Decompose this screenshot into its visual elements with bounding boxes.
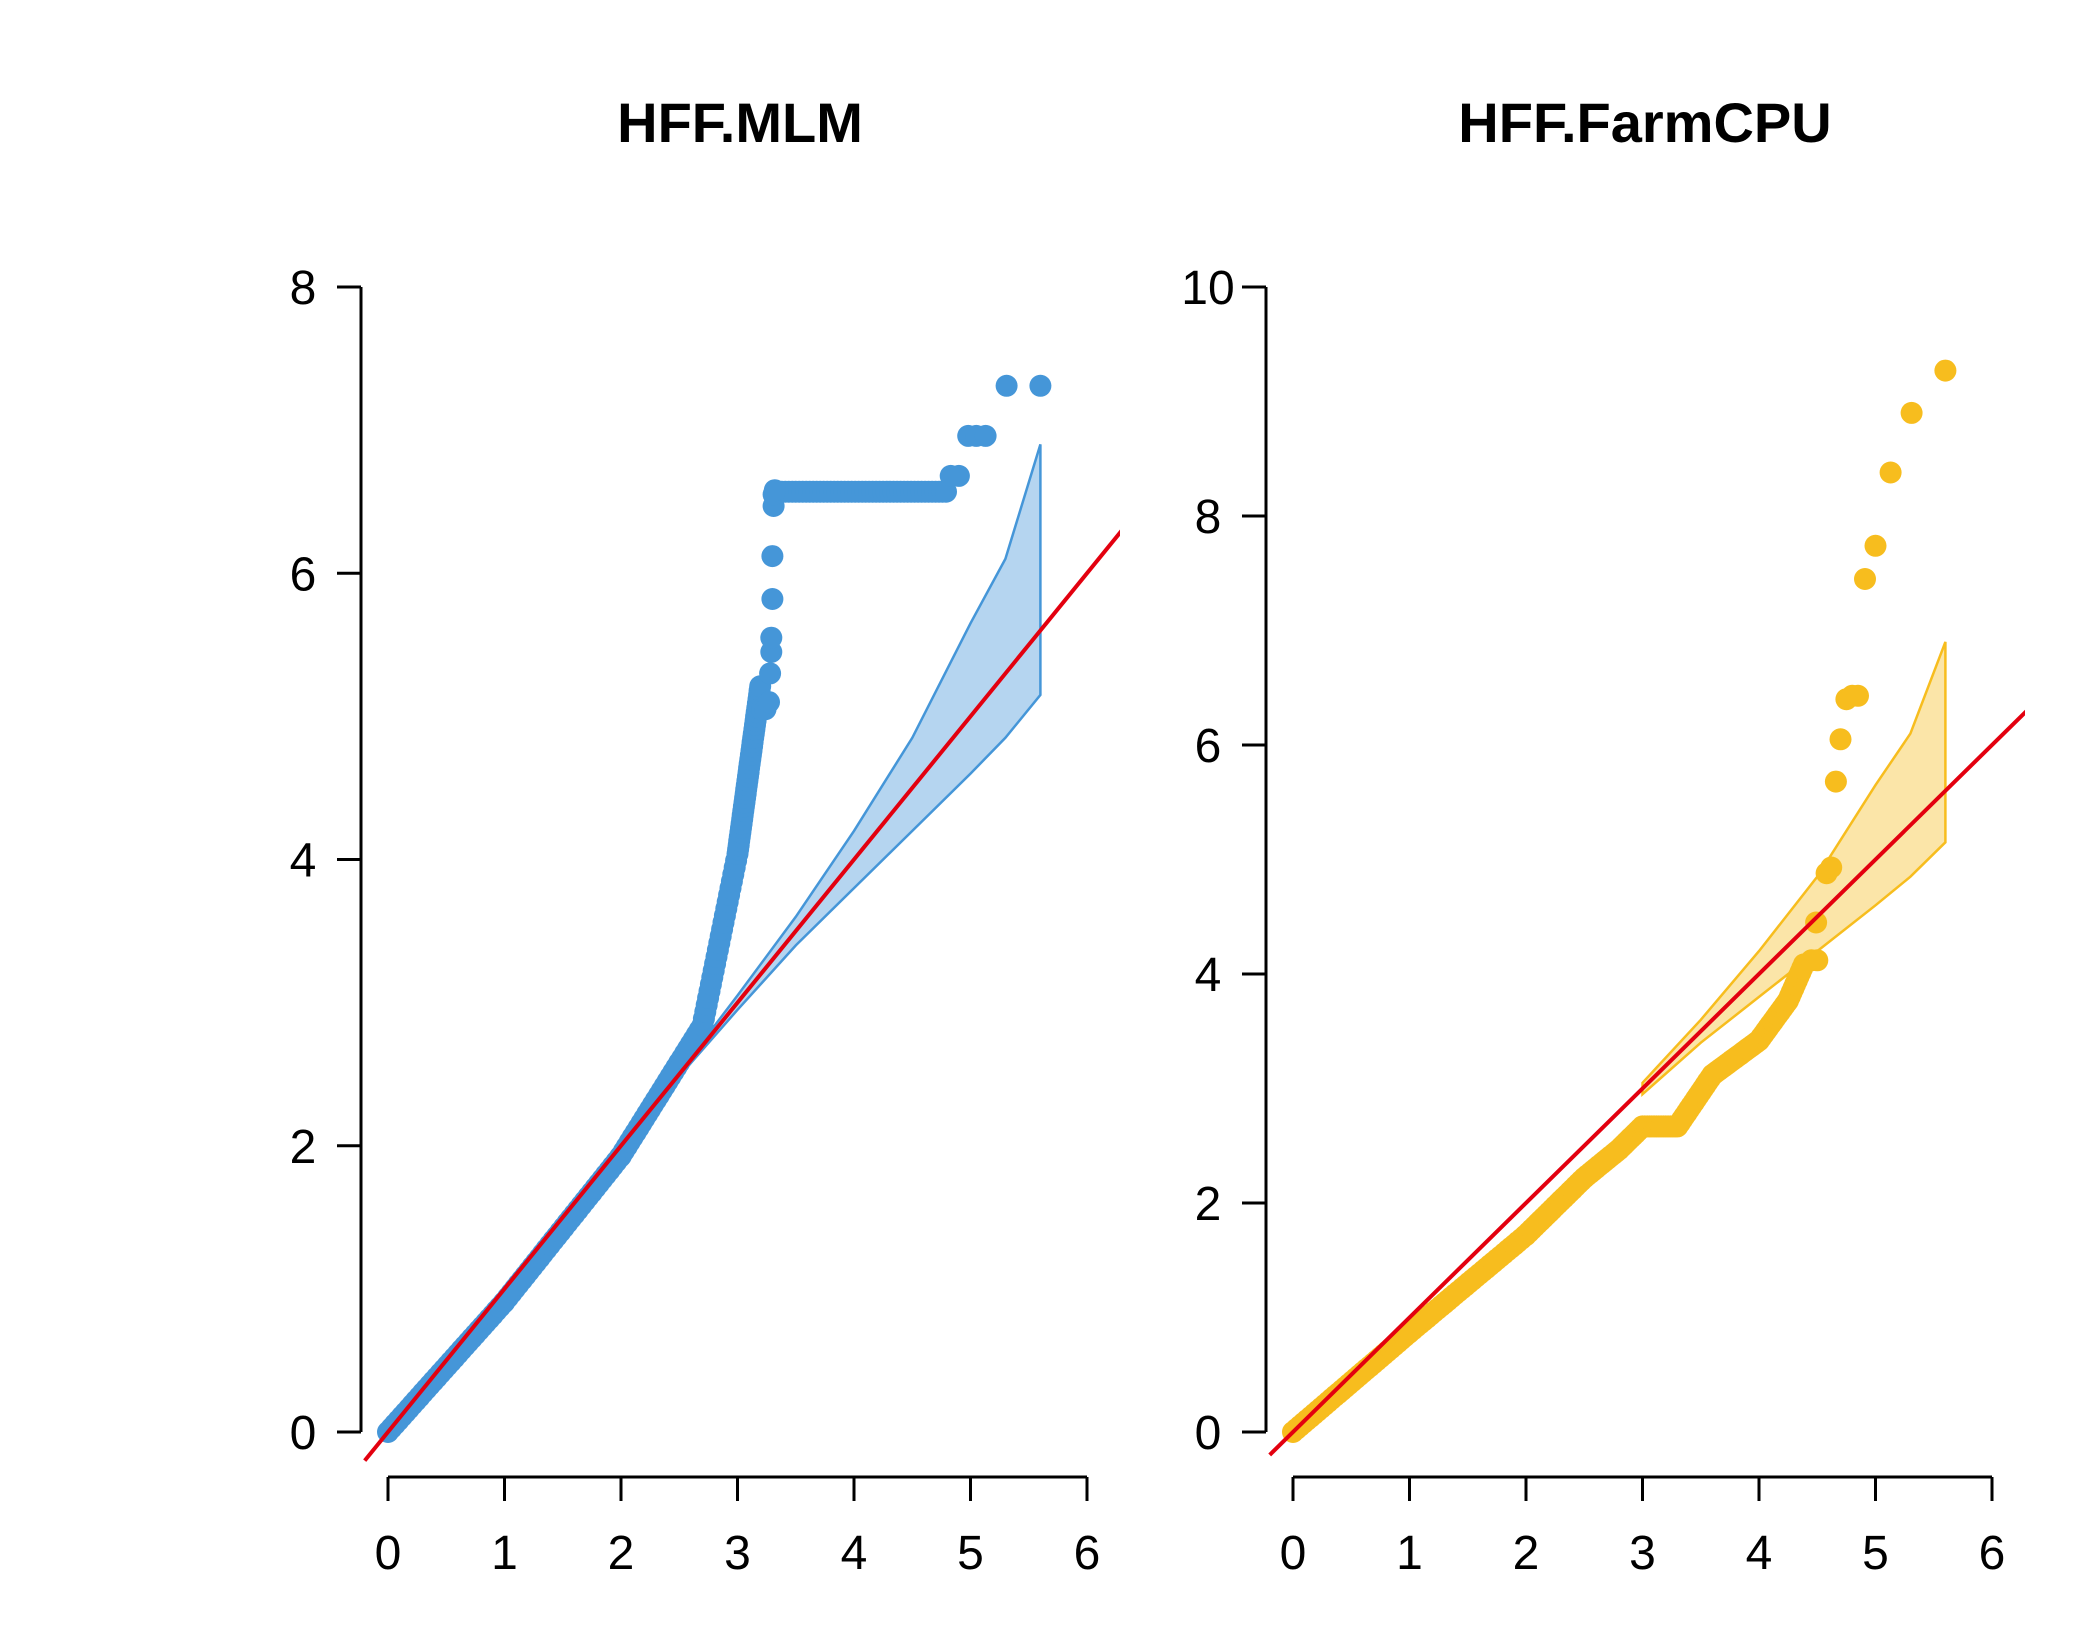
confidence-band (655, 444, 1042, 1104)
y-tick-label: 2 (290, 1121, 317, 1174)
x-tick-label: 1 (1396, 1527, 1423, 1580)
x-tick-label: 2 (1513, 1527, 1540, 1580)
qq-panel-mlm: HFF.MLM 0 2 4 6 8 0 1 2 3 4 5 6 (290, 91, 1120, 1580)
x-tick-label: 3 (724, 1527, 751, 1580)
y-tick-label: 8 (290, 262, 317, 315)
y-tick-label: 4 (1195, 949, 1222, 1002)
plot-area (363, 374, 1120, 1462)
x-tick-label: 6 (1074, 1527, 1101, 1580)
data-point (1829, 728, 1852, 751)
plot-area (1268, 359, 2025, 1457)
y-tick-label: 4 (290, 835, 317, 888)
x-tick-label: 0 (375, 1527, 402, 1580)
data-point (1854, 568, 1876, 590)
y-tick-label: 10 (1181, 262, 1234, 315)
data-point (761, 545, 784, 568)
data-point (763, 479, 786, 502)
y-tick-label: 2 (1195, 1178, 1222, 1231)
x-tick-label: 5 (1862, 1527, 1889, 1580)
x-tick-label: 4 (1746, 1527, 1773, 1580)
data-point (1900, 401, 1923, 424)
confidence-band (1641, 641, 1947, 1097)
data-point (1934, 359, 1957, 382)
data-point (1806, 949, 1829, 972)
data-point (1805, 911, 1828, 934)
reference-line (363, 529, 1120, 1462)
x-tick-label: 3 (1629, 1527, 1656, 1580)
x-tick-label: 0 (1280, 1527, 1307, 1580)
x-tick-label: 1 (491, 1527, 518, 1580)
x-tick-label: 2 (608, 1527, 635, 1580)
reference-line (1268, 709, 2025, 1457)
panel-title: HFF.FarmCPU (1458, 91, 1831, 154)
data-point (947, 464, 970, 487)
data-point (759, 662, 782, 685)
y-tick-label: 0 (290, 1407, 317, 1460)
panel-title: HFF.MLM (617, 91, 863, 154)
data-point (974, 424, 997, 447)
y-tick-label: 6 (1195, 720, 1222, 773)
data-points (1282, 359, 1957, 1443)
x-tick-label: 4 (841, 1527, 868, 1580)
x-tick-label: 5 (957, 1527, 984, 1580)
data-point (995, 374, 1018, 397)
data-point (1824, 770, 1847, 793)
y-tick-label: 8 (1195, 491, 1222, 544)
data-point (1820, 856, 1843, 879)
data-point (1864, 534, 1887, 557)
data-point (760, 626, 783, 649)
data-point (1847, 684, 1869, 707)
data-point (1029, 374, 1052, 397)
data-point (761, 588, 784, 610)
data-point (1879, 461, 1902, 484)
data-point (758, 691, 780, 714)
y-tick-label: 6 (290, 548, 317, 601)
qq-panel-farmcpu: HFF.FarmCPU 0 2 4 6 8 10 0 1 2 3 4 5 6 (1181, 91, 2025, 1580)
y-tick-label: 0 (1195, 1407, 1222, 1460)
x-tick-label: 6 (1979, 1527, 2006, 1580)
